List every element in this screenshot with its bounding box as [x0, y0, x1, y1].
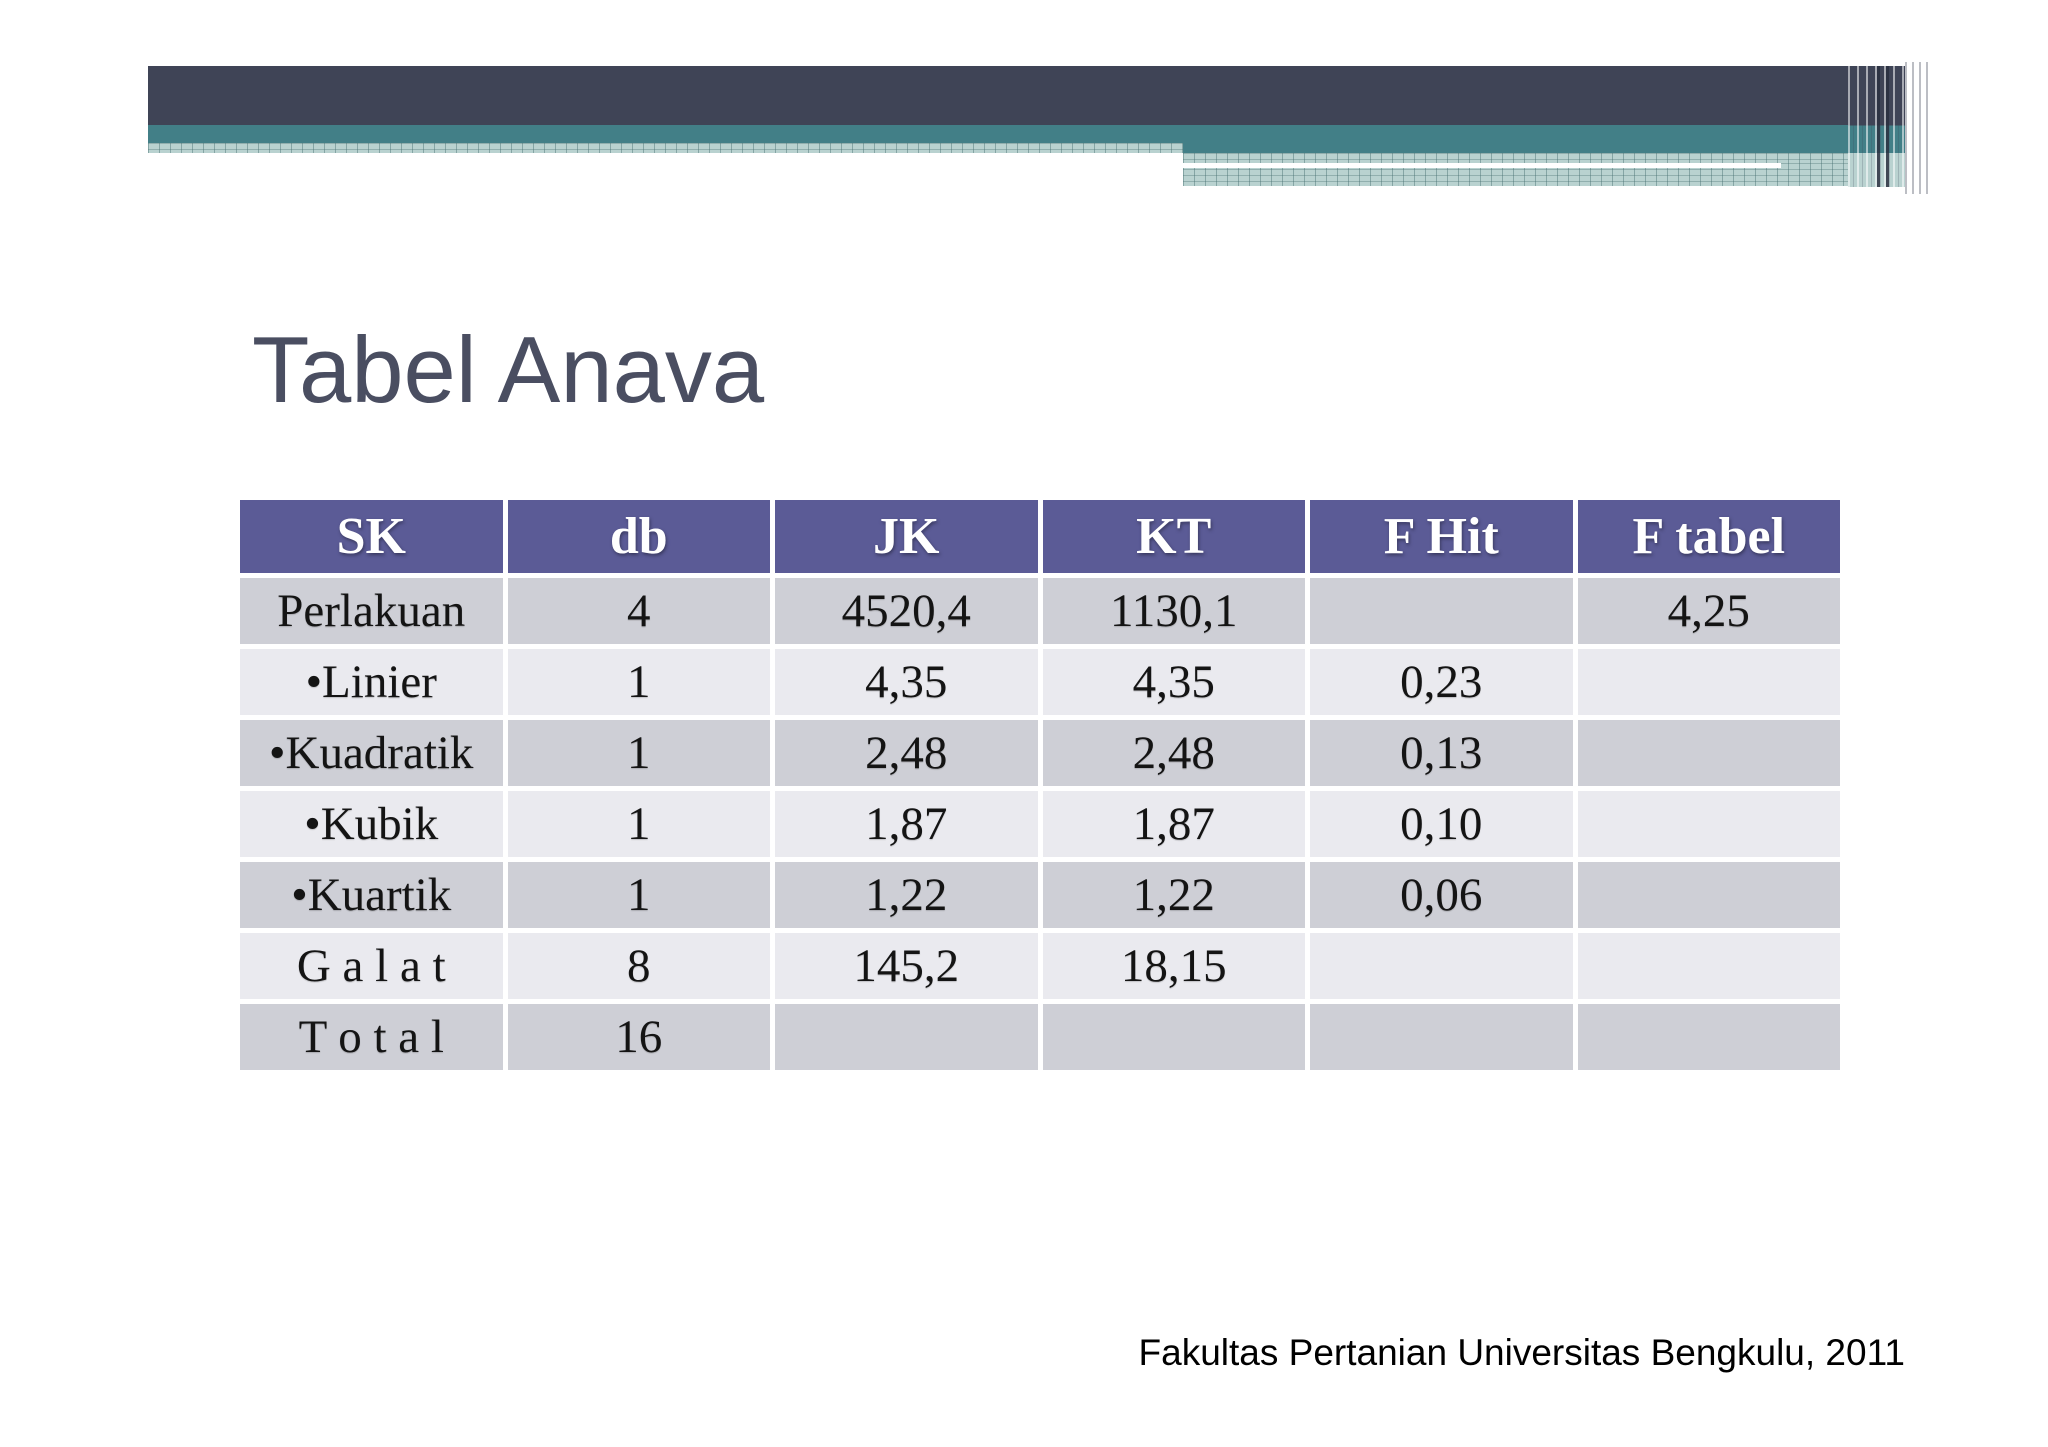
table-cell: 8 — [507, 933, 770, 999]
table-cell: 2,48 — [1042, 720, 1305, 786]
table-cell: T o t a l — [240, 1004, 503, 1070]
table-cell: 4 — [507, 578, 770, 644]
banner-bar-teal — [148, 125, 1857, 143]
column-header-db: db — [507, 500, 770, 573]
table-row-perlakuan: Perlakuan 4 4520,4 1130,1 4,25 — [240, 578, 1840, 644]
table-cell: 1,87 — [1042, 791, 1305, 857]
slide-title: Tabel Anava — [252, 317, 765, 422]
table-cell: 0,23 — [1310, 649, 1573, 715]
table-cell: •Kuartik — [240, 862, 503, 928]
table-cell — [1310, 578, 1573, 644]
table-cell: 1,22 — [775, 862, 1038, 928]
table-cell: 16 — [507, 1004, 770, 1070]
table-cell: 4520,4 — [775, 578, 1038, 644]
table-cell: •Linier — [240, 649, 503, 715]
banner-checker-band-lower — [1183, 163, 1857, 186]
table-cell — [1310, 1004, 1573, 1070]
table-body: Perlakuan 4 4520,4 1130,1 4,25 •Linier 1… — [240, 578, 1840, 1070]
table-cell: 1,87 — [775, 791, 1038, 857]
banner-vertical-line — [1877, 66, 1880, 187]
table-cell: 18,15 — [1042, 933, 1305, 999]
table-cell: 0,06 — [1310, 862, 1573, 928]
table-cell — [1577, 1004, 1840, 1070]
table-cell: 1 — [507, 791, 770, 857]
table-cell — [1577, 791, 1840, 857]
table-cell — [1577, 649, 1840, 715]
table-cell: 0,10 — [1310, 791, 1573, 857]
table-row-galat: G a l a t 8 145,2 18,15 — [240, 933, 1840, 999]
table-cell: 1130,1 — [1042, 578, 1305, 644]
table-cell — [1310, 933, 1573, 999]
table-row-kuartik: •Kuartik 1 1,22 1,22 0,06 — [240, 862, 1840, 928]
table-cell — [1577, 720, 1840, 786]
table-cell — [1042, 1004, 1305, 1070]
table-cell: G a l a t — [240, 933, 503, 999]
table-cell — [1577, 862, 1840, 928]
table-cell: •Kuadratik — [240, 720, 503, 786]
table-header-row: SK db JK KT F Hit F tabel — [240, 500, 1840, 573]
column-header-fhit: F Hit — [1310, 500, 1573, 573]
banner-bar-dark — [148, 66, 1848, 125]
table-cell: 145,2 — [775, 933, 1038, 999]
banner-corner-stripes-faint — [1905, 62, 1933, 194]
table-cell: 4,35 — [1042, 649, 1305, 715]
table-cell: Perlakuan — [240, 578, 503, 644]
column-header-jk: JK — [775, 500, 1038, 573]
banner-checker-strip-right — [1183, 153, 1905, 163]
banner-bar-teal-extension — [1183, 143, 1857, 153]
table-cell — [775, 1004, 1038, 1070]
table-cell: 1,22 — [1042, 862, 1305, 928]
table-cell: 4,25 — [1577, 578, 1840, 644]
table-cell: •Kubik — [240, 791, 503, 857]
table-row-linier: •Linier 1 4,35 4,35 0,23 — [240, 649, 1840, 715]
table-cell: 1 — [507, 720, 770, 786]
table-cell — [1577, 933, 1840, 999]
column-header-ftabel: F tabel — [1577, 500, 1840, 573]
banner-white-gap-line — [1183, 163, 1781, 168]
anova-table: SK db JK KT F Hit F tabel Perlakuan 4 45… — [240, 500, 1840, 1070]
column-header-kt: KT — [1042, 500, 1305, 573]
footer-credit: Fakultas Pertanian Universitas Bengkulu,… — [1138, 1332, 1905, 1373]
table-cell: 4,35 — [775, 649, 1038, 715]
table-row-kuadratik: •Kuadratik 1 2,48 2,48 0,13 — [240, 720, 1840, 786]
table-cell: 1 — [507, 649, 770, 715]
column-header-sk: SK — [240, 500, 503, 573]
table-cell: 2,48 — [775, 720, 1038, 786]
banner-corner-stripe-texture — [1848, 66, 1905, 187]
banner-vertical-line — [1886, 66, 1889, 187]
banner-checker-strip-left — [148, 143, 1183, 153]
table-cell: 0,13 — [1310, 720, 1573, 786]
table-row-total: T o t a l 16 — [240, 1004, 1840, 1070]
table-row-kubik: •Kubik 1 1,87 1,87 0,10 — [240, 791, 1840, 857]
table-cell: 1 — [507, 862, 770, 928]
